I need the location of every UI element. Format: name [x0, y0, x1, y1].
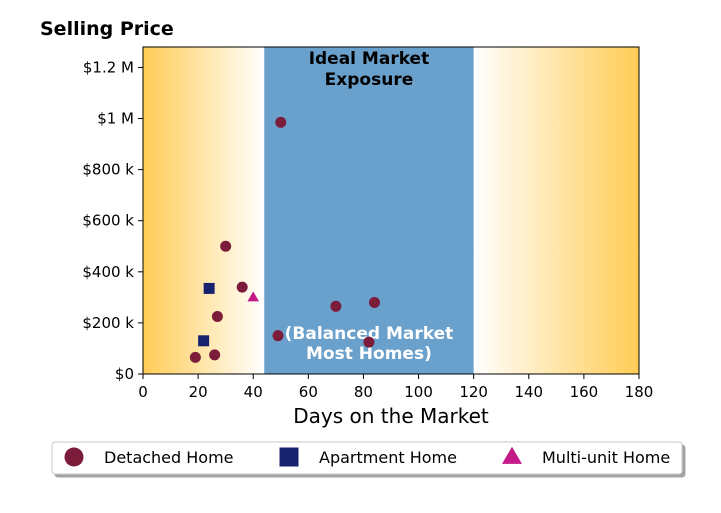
- x-tick-label: 80: [354, 383, 373, 401]
- x-tick-label: 0: [138, 383, 148, 401]
- detached-home-point: [220, 240, 232, 252]
- detached-home-point: [236, 281, 248, 293]
- zone-title-line-2: Exposure: [325, 70, 414, 90]
- y-tick-label: $600 k: [82, 212, 134, 230]
- x-axis-title: Days on the Market: [293, 404, 489, 428]
- y-tick-label: $800 k: [82, 161, 134, 179]
- detached-home-point: [189, 351, 201, 363]
- plot-background: [143, 47, 639, 374]
- x-tick-label: 100: [404, 383, 433, 401]
- y-tick-label: $1.2 M: [83, 58, 134, 76]
- legend-detached-home-marker: [64, 447, 84, 467]
- x-tick-label: 140: [514, 383, 543, 401]
- apartment-home-point: [198, 335, 210, 347]
- legend-box: [51, 441, 683, 475]
- x-tick-label: 180: [625, 383, 654, 401]
- y-tick-label: $1 M: [97, 110, 134, 128]
- y-axis-title: Selling Price: [40, 18, 174, 40]
- detached-home-point: [330, 300, 342, 312]
- detached-home-point: [209, 349, 221, 361]
- x-tick-label: 120: [459, 383, 488, 401]
- detached-home-point: [275, 116, 287, 128]
- x-axis-ticks: 0 20 40 60 80 100 120 140 160 180: [138, 374, 653, 401]
- legend-detached-home-label: Detached Home: [104, 448, 234, 467]
- y-tick-label: $200 k: [82, 314, 134, 332]
- data-points: [189, 116, 380, 363]
- legend-multi-unit-home-marker: [502, 446, 522, 464]
- y-tick-label: $0: [115, 365, 134, 383]
- detached-home-point: [368, 296, 380, 308]
- zone-title-line-1: Ideal Market: [309, 49, 430, 69]
- y-tick-label: $400 k: [82, 263, 134, 281]
- gradient-right: [473, 47, 639, 374]
- legend: Detached Home Apartment Home Multi-unit Ho…: [51, 441, 683, 475]
- x-tick-label: 160: [570, 383, 599, 401]
- zone-subtitle-line-1: (Balanced Market: [285, 324, 454, 344]
- x-tick-label: 60: [299, 383, 318, 401]
- detached-home-point: [363, 336, 375, 348]
- zone-subtitle-line-2: Most Homes): [306, 344, 432, 364]
- gradient-left: [143, 47, 265, 374]
- legend-apartment-home-marker: [279, 447, 299, 467]
- detached-home-point: [272, 330, 284, 342]
- multi-unit-home-point: [247, 291, 259, 302]
- ideal-zone-band: [264, 47, 474, 374]
- detached-home-point: [211, 311, 223, 323]
- x-tick-label: 20: [189, 383, 208, 401]
- legend-multi-unit-home-label: Multi-unit Home: [542, 448, 670, 467]
- y-axis-ticks: $0 $200 k $400 k $600 k $800 k $1 M $1.2 M: [82, 58, 143, 383]
- plot-frame: [142, 46, 640, 375]
- x-tick-label: 40: [244, 383, 263, 401]
- apartment-home-point: [203, 282, 215, 294]
- legend-apartment-home-label: Apartment Home: [319, 448, 457, 467]
